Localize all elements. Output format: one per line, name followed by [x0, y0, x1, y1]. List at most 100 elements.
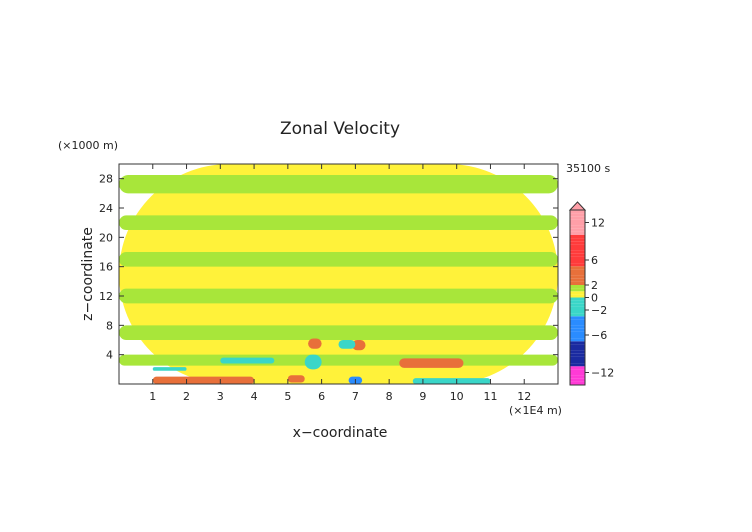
y-unit-label: (×1000 m) — [58, 139, 118, 152]
colorbar-tick-label: 6 — [591, 254, 598, 267]
colorbar-segment — [570, 244, 585, 248]
colorbar-segment — [570, 375, 585, 379]
colorbar-segment — [570, 369, 585, 373]
colorbar-segment — [570, 331, 585, 335]
x-tick-label: 8 — [386, 390, 393, 403]
colorbar-top-triangle — [568, 201, 587, 211]
colorbar-tick-label: 0 — [591, 292, 598, 305]
colorbar-segment — [570, 253, 585, 257]
colorbar-segment — [570, 338, 585, 342]
colorbar-segment — [570, 222, 585, 226]
y-axis-title: z−coordinate — [80, 227, 96, 321]
colorbar-segment — [570, 288, 585, 292]
time-label: 35100 s — [566, 162, 610, 175]
colorbar-segment — [570, 316, 585, 320]
field-region — [152, 376, 255, 384]
colorbar-segment — [570, 263, 585, 267]
x-axis-title: x−coordinate — [293, 425, 388, 441]
colorbar-segment — [570, 241, 585, 245]
colorbar-segment — [570, 306, 585, 310]
colorbar-segment — [570, 225, 585, 229]
y-tick-label: 20 — [99, 231, 113, 244]
x-tick-label: 12 — [517, 390, 531, 403]
velocity-field — [119, 164, 558, 384]
colorbar-tick-label: −12 — [591, 367, 614, 380]
colorbar-segment — [570, 381, 585, 385]
colorbar-segment — [570, 310, 585, 314]
colorbar-segment — [570, 247, 585, 251]
x-tick-label: 1 — [149, 390, 156, 403]
field-region — [119, 354, 558, 366]
y-tick-label: 4 — [106, 349, 113, 362]
y-tick-label: 28 — [99, 173, 113, 186]
colorbar-tick-label: 2 — [591, 279, 598, 292]
y-tick-label: 12 — [99, 290, 113, 303]
colorbar-segment — [570, 319, 585, 323]
colorbar-segment — [570, 256, 585, 260]
x-tick-label: 5 — [284, 390, 291, 403]
colorbar-tick-label: 12 — [591, 217, 605, 230]
colorbar-segment — [570, 216, 585, 220]
x-tick-label: 4 — [251, 390, 258, 403]
colorbar-segment — [570, 325, 585, 329]
colorbar-segment — [570, 303, 585, 307]
colorbar-segment — [570, 272, 585, 276]
colorbar-segment — [570, 291, 585, 295]
colorbar-segment — [570, 294, 585, 298]
field-region — [338, 340, 356, 349]
field-region — [352, 340, 366, 351]
colorbar-segment — [570, 231, 585, 235]
colorbar-segment — [570, 335, 585, 339]
x-ticks: 1 2 3 4 5 6 7 8 9 10 11 12 — [149, 164, 531, 403]
chart-title: Zonal Velocity — [280, 119, 400, 139]
x-unit-label: (×1E4 m) — [509, 404, 562, 417]
colorbar-segment — [570, 219, 585, 223]
colorbar-segment — [570, 275, 585, 279]
y-ticks: 4 8 12 16 20 24 28 — [99, 173, 558, 362]
x-tick-label: 9 — [419, 390, 426, 403]
field-region — [119, 325, 558, 340]
field-region — [119, 215, 558, 230]
colorbar-segment — [570, 213, 585, 217]
field-region — [220, 357, 275, 364]
colorbar-segment — [570, 356, 585, 360]
y-tick-label: 8 — [106, 319, 113, 332]
colorbar-segment — [570, 228, 585, 232]
field-region — [308, 338, 322, 349]
x-tick-label: 7 — [352, 390, 359, 403]
field-region — [399, 358, 464, 368]
colorbar-segment — [570, 353, 585, 357]
colorbar-segment — [570, 285, 585, 289]
colorbar-segment — [570, 341, 585, 345]
field-region — [304, 354, 322, 370]
field-region — [119, 252, 558, 267]
field-region — [412, 378, 491, 384]
x-tick-label: 11 — [483, 390, 497, 403]
colorbar-segment — [570, 322, 585, 326]
field-region — [119, 288, 558, 304]
colorbar-segment — [570, 235, 585, 239]
colorbar-segment — [570, 266, 585, 270]
x-tick-label: 10 — [450, 390, 464, 403]
colorbar-segment — [570, 250, 585, 254]
colorbar-segment — [570, 372, 585, 376]
colorbar-segment — [570, 350, 585, 354]
field-region — [119, 175, 558, 194]
field-region — [119, 164, 558, 384]
colorbar-segment — [570, 281, 585, 285]
y-tick-label: 24 — [99, 202, 113, 215]
colorbar-segment — [570, 366, 585, 370]
colorbar-segment — [570, 328, 585, 332]
colorbar-tick-label: −6 — [591, 329, 607, 342]
colorbar-segment — [570, 260, 585, 264]
plot-frame — [118, 163, 559, 385]
colorbar-segment — [570, 313, 585, 317]
colorbar: 12 6 20−2 −6 −12 — [568, 201, 614, 386]
colorbar-segment — [570, 378, 585, 382]
y-tick-label: 16 — [99, 261, 113, 274]
colorbar-segment — [570, 269, 585, 273]
x-tick-label: 3 — [217, 390, 224, 403]
colorbar-segment — [570, 210, 585, 214]
x-tick-label: 6 — [318, 390, 325, 403]
